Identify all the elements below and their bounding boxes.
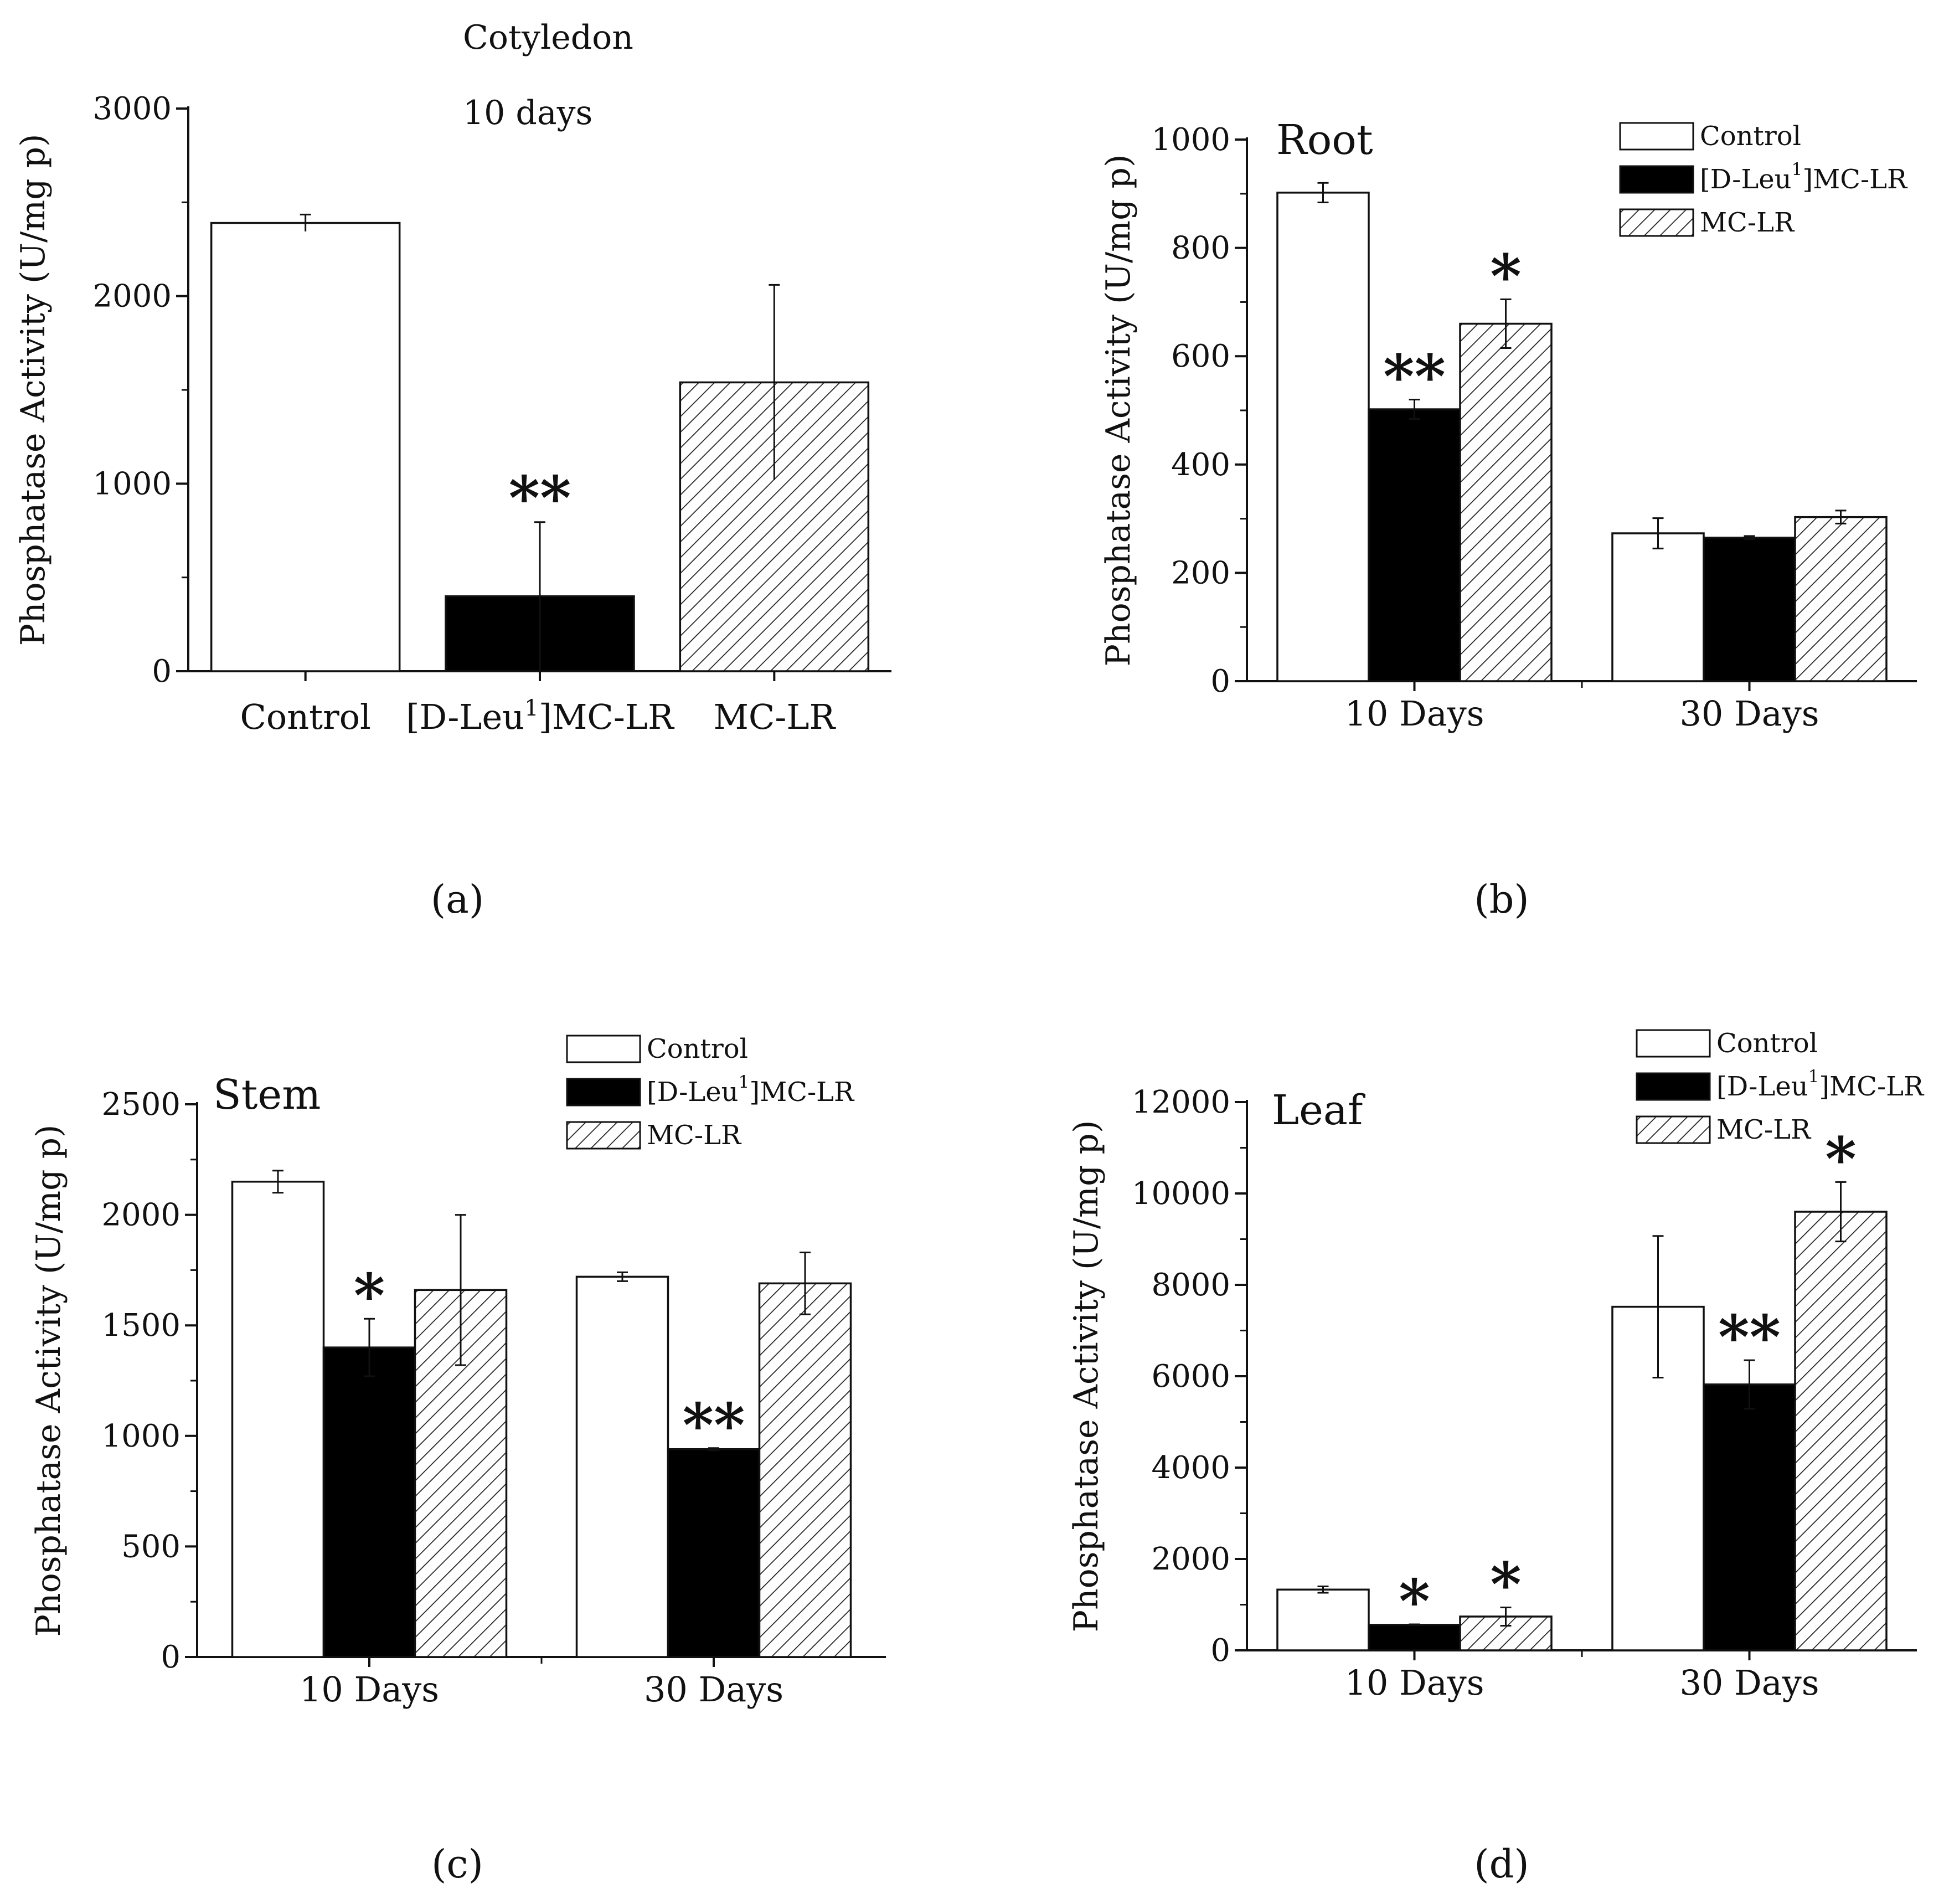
panel-b-y-axis-label: Phosphatase Activity (U/mg p) xyxy=(1099,155,1138,667)
panel-b-bar xyxy=(1459,322,1553,682)
panel-c-bar xyxy=(575,1275,669,1658)
panel-d-y-tick-label: 4000 xyxy=(1151,1450,1230,1486)
panel-a-bar xyxy=(210,222,401,672)
panel-d-legend-swatch xyxy=(1636,1029,1711,1058)
panel-d-significance-mark: * xyxy=(1825,1124,1856,1194)
panel-b-legend-label: MC-LR xyxy=(1700,207,1795,238)
panel-d-significance-mark: ** xyxy=(1718,1303,1781,1372)
panel-a-significance-mark: ** xyxy=(509,464,571,533)
panel-b-y-tick-label: 0 xyxy=(1210,663,1230,699)
panel-d-y-tick-label: 0 xyxy=(1210,1633,1230,1669)
panel-c-y-tick-label: 2000 xyxy=(101,1197,181,1233)
panel-c-y-tick-label: 500 xyxy=(121,1529,181,1565)
panel-a-x-tick-label: [D-Leu1]MC-LR xyxy=(406,695,675,737)
panel-d-y-tick-label: 10000 xyxy=(1132,1176,1230,1212)
panel-b-bar xyxy=(1794,516,1888,682)
panel-d-bar xyxy=(1368,1624,1461,1651)
panel-a-plot: 0 1000 2000 3000 Phosphatase Activity (U/mg … xyxy=(14,91,891,737)
panel-b-plot: 0 200 400 600 800 1000 Phosphatase Activity (U… xyxy=(1099,116,1917,734)
panel-c-caption: (c) xyxy=(431,1841,483,1887)
panel-a-note-organ: Cotyledon xyxy=(463,18,633,57)
panel-a-caption: (a) xyxy=(431,877,484,922)
panel-d-y-tick-label: 6000 xyxy=(1151,1358,1230,1394)
panel-d-legend-label: MC-LR xyxy=(1716,1114,1812,1145)
panel-d-x-tick-label: 30 Days xyxy=(1679,1663,1819,1703)
panel-c-x-tick-label: 30 Days xyxy=(644,1669,783,1710)
panel-b-y-tick-label: 200 xyxy=(1171,555,1230,591)
panel-b-bar xyxy=(1703,537,1796,682)
panel-b-bar xyxy=(1276,192,1370,682)
panel-c-legend-label: [D-Leu1]MC-LR xyxy=(647,1072,855,1108)
panel-c-legend-label: Control xyxy=(647,1033,748,1064)
panel-b-y-tick-label: 400 xyxy=(1171,447,1230,483)
panel-c-y-tick-label: 2500 xyxy=(101,1087,181,1123)
panel-d-bar xyxy=(1276,1588,1370,1651)
panel-d-y-tick-label: 12000 xyxy=(1132,1084,1230,1120)
panel-b-y-tick-label: 1000 xyxy=(1151,122,1230,158)
panel-d-significance-mark: * xyxy=(1399,1567,1430,1637)
panel-d-legend-swatch xyxy=(1636,1115,1711,1144)
panel-a-y-tick-label: 3000 xyxy=(92,91,172,127)
panel-c-plot: 0 500 1000 1500 2000 2500 Phosphatase Activity… xyxy=(29,1033,886,1710)
panel-a-x-tick-label: MC-LR xyxy=(713,697,836,737)
panel-c-legend-swatch xyxy=(566,1035,641,1063)
panel-b-y-tick-label: 600 xyxy=(1171,338,1230,374)
panel-b-bar xyxy=(1368,408,1461,682)
panel-b-significance-mark: * xyxy=(1490,242,1521,312)
panel-a-note-duration: 10 days xyxy=(463,94,592,132)
panel-d-y-tick-label: 2000 xyxy=(1151,1541,1230,1577)
panel-d-bar xyxy=(1794,1211,1888,1651)
panel-c-x-tick-label: 10 Days xyxy=(300,1669,439,1710)
panel-c-legend-swatch xyxy=(566,1078,641,1107)
panel-c-bar xyxy=(667,1448,761,1658)
panel-d-legend-label: [D-Leu1]MC-LR xyxy=(1716,1067,1925,1102)
panel-b-bar xyxy=(1611,532,1705,682)
panel-d-caption: (d) xyxy=(1474,1841,1529,1887)
panel-d-bar xyxy=(1703,1383,1796,1651)
panel-d-legend-label: Control xyxy=(1716,1028,1818,1059)
panel-c-bar xyxy=(231,1180,325,1658)
panel-c-y-tick-label: 1500 xyxy=(101,1308,181,1344)
panel-a-y-tick-label: 1000 xyxy=(92,466,172,502)
panel-a-x-tick-label: Control xyxy=(240,697,370,737)
panel-d-y-tick-label: 8000 xyxy=(1151,1267,1230,1303)
panel-c-bar xyxy=(758,1282,852,1658)
panel-b-legend-swatch xyxy=(1619,165,1694,194)
panel-d-plot: 0 2000 4000 6000 8000 10000 12000 Phosphatase A… xyxy=(1067,1028,1925,1703)
panel-c-significance-mark: ** xyxy=(683,1391,745,1460)
panel-d-leaf: 0 2000 4000 6000 8000 10000 12000 Phosphatase A… xyxy=(1067,1028,1925,1887)
panel-b-x-tick-label: 30 Days xyxy=(1679,693,1819,734)
panel-c-y-tick-label: 0 xyxy=(161,1639,181,1675)
panel-d-y-axis-label: Phosphatase Activity (U/mg p) xyxy=(1067,1120,1106,1633)
panel-c-y-axis-label: Phosphatase Activity (U/mg p) xyxy=(29,1125,68,1637)
panel-a-y-tick-label: 2000 xyxy=(92,279,172,315)
panel-d-title: Leaf xyxy=(1272,1087,1365,1134)
panel-a-y-axis-label: Phosphatase Activity (U/mg p) xyxy=(14,134,53,646)
panel-c-stem: 0 500 1000 1500 2000 2500 Phosphatase Activity… xyxy=(29,1033,886,1887)
panel-b-legend-label: Control xyxy=(1700,121,1801,152)
panel-a-cotyledon: Cotyledon 10 days 0 1000 2000 3000 Phosphata… xyxy=(14,18,891,922)
panel-c-y-tick-label: 1000 xyxy=(101,1418,181,1454)
panel-b-x-tick-label: 10 Days xyxy=(1344,693,1484,734)
panel-d-legend-swatch xyxy=(1636,1072,1711,1101)
panel-c-title: Stem xyxy=(213,1071,321,1119)
panel-b-significance-mark: ** xyxy=(1383,342,1446,411)
panel-b-caption: (b) xyxy=(1474,877,1529,922)
panel-d-x-tick-label: 10 Days xyxy=(1344,1663,1484,1703)
panel-c-legend-label: MC-LR xyxy=(647,1120,742,1151)
panel-c-significance-mark: * xyxy=(354,1261,385,1331)
panel-c-legend-swatch xyxy=(566,1121,641,1150)
panel-b-title: Root xyxy=(1276,116,1373,164)
panel-d-significance-mark: * xyxy=(1490,1550,1521,1619)
panel-a-y-tick-label: 0 xyxy=(152,653,172,689)
panel-c-bar xyxy=(322,1346,416,1658)
panel-b-legend-swatch xyxy=(1619,208,1694,237)
panel-b-legend-swatch xyxy=(1619,122,1694,151)
panel-b-y-tick-label: 800 xyxy=(1171,230,1230,266)
panel-b-root: 0 200 400 600 800 1000 Phosphatase Activity (U… xyxy=(1099,116,1917,922)
panel-b-legend-label: [D-Leu1]MC-LR xyxy=(1700,159,1908,195)
